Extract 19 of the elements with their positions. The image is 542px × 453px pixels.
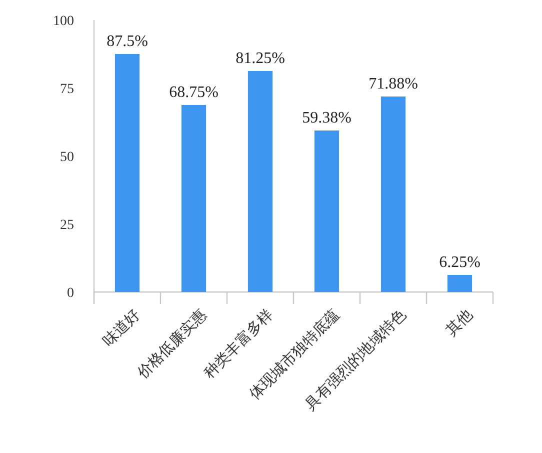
y-tick-label: 100 (53, 14, 74, 29)
x-tick-label: 其他 (442, 306, 476, 340)
data-label: 68.75% (169, 84, 218, 101)
data-label: 6.25% (439, 254, 480, 271)
bar (447, 275, 472, 292)
x-tick-label: 味道好 (100, 306, 144, 350)
bar (380, 96, 406, 292)
y-tick-label: 50 (60, 150, 74, 165)
y-tick-label: 75 (60, 82, 74, 97)
data-label: 81.25% (236, 50, 285, 67)
data-label: 59.38% (302, 109, 352, 126)
data-label: 71.88% (368, 75, 418, 92)
bar (314, 130, 340, 292)
bar (181, 105, 206, 292)
data-label: 87.5% (106, 33, 148, 50)
y-tick-label: 25 (60, 218, 74, 233)
y-tick-label: 0 (67, 286, 74, 301)
bar (114, 54, 140, 292)
bar (248, 71, 273, 292)
